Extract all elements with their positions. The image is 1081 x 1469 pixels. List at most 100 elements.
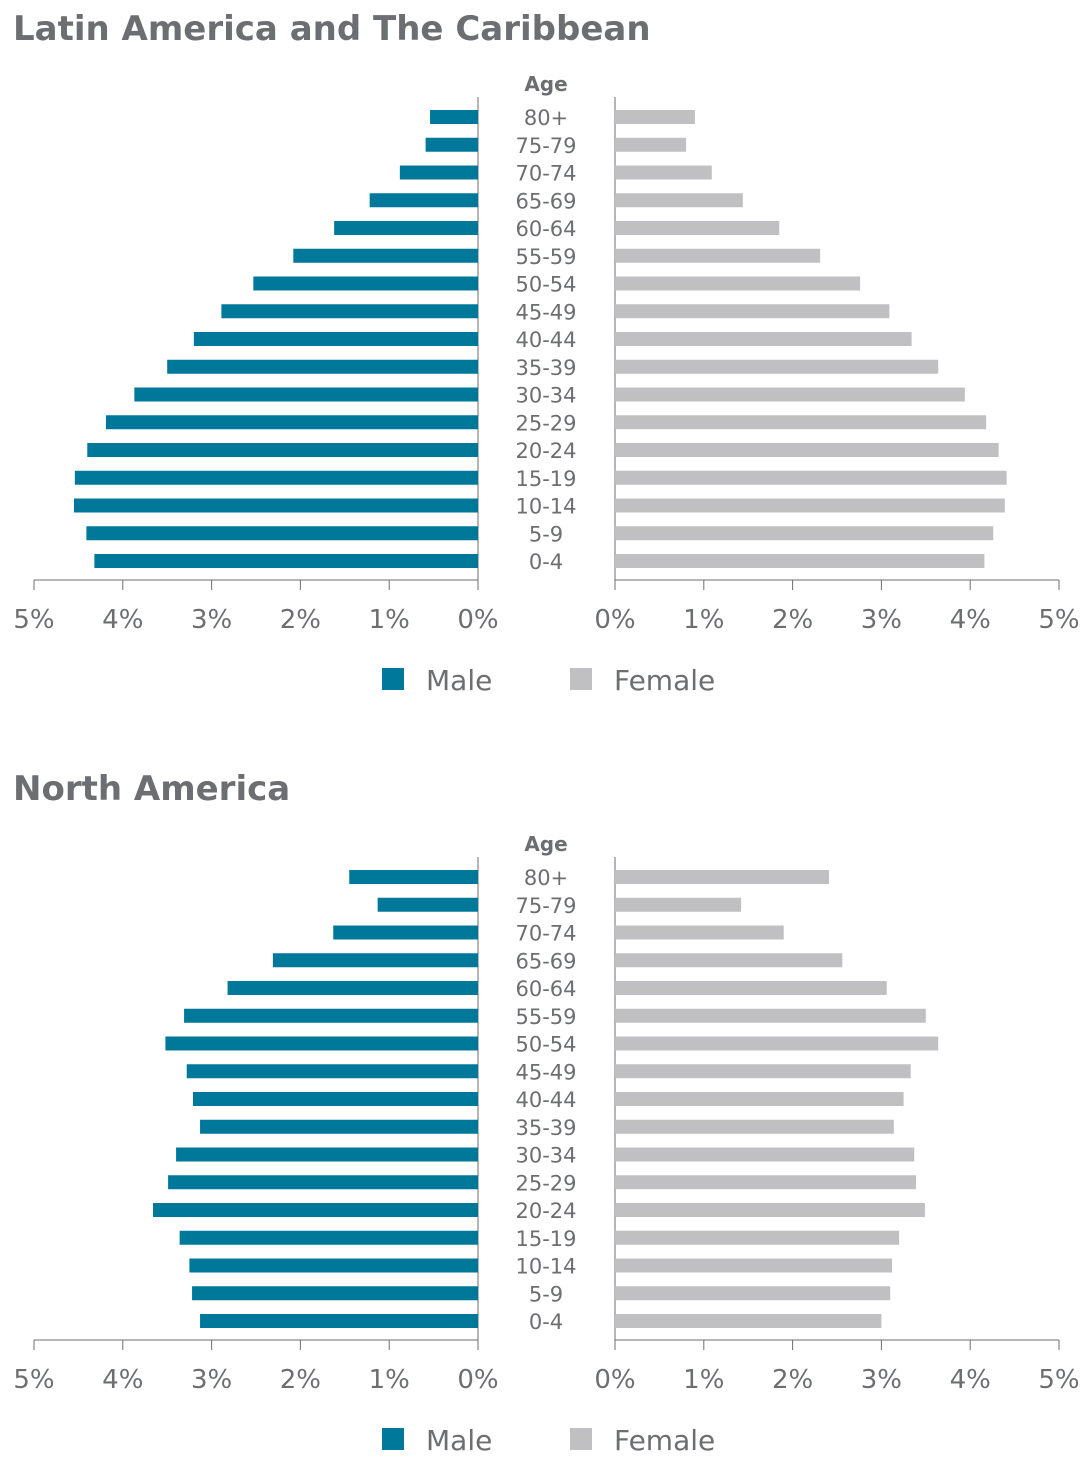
female-tick-label: 3% (861, 1365, 902, 1395)
legend-female-label: Female (614, 664, 715, 697)
age-group-label: 75-79 (515, 134, 576, 158)
female-bar-5-9 (615, 526, 994, 541)
female-bar-70-74 (615, 165, 712, 180)
female-bar-75-79 (615, 897, 742, 912)
male-bar-20-24 (87, 443, 478, 457)
male-tick-label: 4% (102, 605, 143, 635)
age-group-label: 45-49 (515, 1060, 576, 1084)
legend-male-label: Male (426, 664, 492, 697)
male-bar-45-49 (186, 1064, 478, 1079)
male-bar-15-19 (74, 470, 479, 485)
female-tick-label: 4% (950, 1365, 991, 1395)
female-bar-25-29 (615, 1175, 917, 1190)
male-bar-50-54 (165, 1036, 478, 1051)
pyramid-chart-0: Latin America and The Caribbean Age 80+ 75-… (13, 9, 1080, 697)
age-group-label: 5-9 (529, 522, 563, 546)
female-bar-40-44 (615, 1092, 904, 1106)
female-bar-55-59 (615, 1008, 926, 1023)
age-group-label: 10-14 (515, 1255, 576, 1279)
female-bar-40-44 (615, 332, 912, 346)
female-bar-15-19 (615, 470, 1007, 485)
male-bar-30-34 (176, 1147, 478, 1162)
male-bar-0-4 (94, 554, 478, 568)
female-bar-65-69 (615, 953, 843, 968)
age-group-label: 35-39 (515, 1116, 576, 1140)
female-bar-80+ (615, 110, 695, 124)
male-tick-label: 2% (280, 605, 321, 635)
male-tick-label: 3% (191, 1365, 232, 1395)
age-group-label: 15-19 (515, 467, 576, 491)
male-bar-10-14 (73, 498, 479, 513)
chart-title: North America (13, 769, 290, 809)
age-axis-label: Age (524, 832, 567, 856)
female-bar-5-9 (615, 1286, 891, 1301)
age-group-label: 25-29 (515, 411, 576, 435)
legend-female-label: Female (614, 1424, 715, 1457)
female-tick-label: 0% (594, 605, 635, 635)
chart-title: Latin America and The Caribbean (13, 9, 651, 49)
age-group-label: 25-29 (515, 1171, 576, 1195)
age-group-label: 55-59 (515, 1005, 576, 1029)
male-bar-60-64 (334, 221, 478, 235)
female-bar-10-14 (615, 1258, 893, 1273)
female-bar-70-74 (615, 925, 784, 940)
female-bar-35-39 (615, 1119, 894, 1134)
age-group-label: 30-34 (515, 1144, 576, 1168)
age-group-label: 60-64 (515, 217, 576, 241)
male-bar-75-79 (377, 897, 478, 912)
age-group-label: 15-19 (515, 1227, 576, 1251)
age-group-label: 40-44 (515, 1088, 576, 1112)
female-bar-10-14 (615, 498, 1005, 513)
male-bar-80+ (430, 110, 478, 124)
age-group-label: 20-24 (515, 439, 576, 463)
male-tick-label: 2% (280, 1365, 321, 1395)
male-bar-50-54 (253, 276, 478, 291)
female-bar-50-54 (615, 276, 861, 291)
age-group-label: 75-79 (515, 894, 576, 918)
male-bar-15-19 (179, 1230, 478, 1245)
female-bar-20-24 (615, 443, 999, 457)
age-group-label: 0-4 (529, 550, 563, 574)
age-axis-label: Age (524, 72, 567, 96)
age-group-label: 80+ (524, 106, 568, 130)
female-tick-label: 1% (683, 1365, 724, 1395)
age-group-label: 30-34 (515, 384, 576, 408)
age-group-label: 70-74 (515, 922, 576, 946)
female-tick-label: 5% (1038, 605, 1079, 635)
female-tick-label: 3% (861, 605, 902, 635)
female-tick-label: 2% (772, 1365, 813, 1395)
legend-male-swatch (382, 1428, 404, 1450)
male-bar-20-24 (152, 1203, 478, 1217)
male-bar-35-39 (200, 1119, 478, 1134)
male-bar-60-64 (227, 981, 478, 995)
male-tick-label: 3% (191, 605, 232, 635)
age-group-label: 60-64 (515, 977, 576, 1001)
male-tick-label: 5% (13, 605, 54, 635)
male-bar-80+ (349, 870, 478, 884)
female-bar-60-64 (615, 981, 887, 995)
pyramid-chart-1: North America Age 80+ 75-79 70-74 65-69 60-64 5… (13, 769, 1080, 1457)
female-bar-35-39 (615, 359, 939, 374)
male-bar-5-9 (86, 526, 478, 541)
female-tick-label: 1% (683, 605, 724, 635)
female-tick-label: 2% (772, 605, 813, 635)
female-tick-label: 5% (1038, 1365, 1079, 1395)
female-bar-45-49 (615, 1064, 911, 1079)
age-group-label: 0-4 (529, 1310, 563, 1334)
female-bar-20-24 (615, 1203, 925, 1217)
male-tick-label: 0% (457, 1365, 498, 1395)
male-bar-40-44 (192, 1092, 478, 1106)
age-group-label: 40-44 (515, 328, 576, 352)
age-group-label: 5-9 (529, 1282, 563, 1306)
male-bar-55-59 (184, 1008, 478, 1023)
male-bar-75-79 (425, 137, 478, 152)
legend-female-swatch (570, 668, 592, 690)
age-group-label: 10-14 (515, 495, 576, 519)
female-bar-80+ (615, 870, 830, 884)
male-bar-70-74 (333, 925, 478, 940)
age-group-label: 45-49 (515, 300, 576, 324)
male-bar-0-4 (200, 1314, 478, 1328)
male-tick-label: 0% (457, 605, 498, 635)
legend-male-swatch (382, 668, 404, 690)
